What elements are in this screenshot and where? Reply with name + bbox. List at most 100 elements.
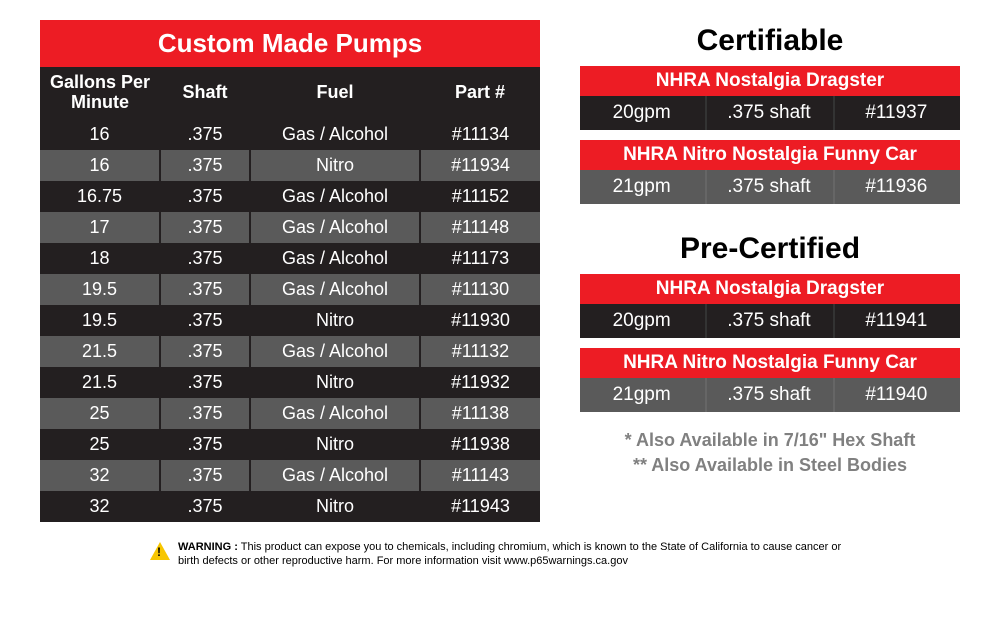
table-cell: .375 xyxy=(160,305,250,336)
table-cell: 16 xyxy=(40,150,160,181)
certifiable-section: Certifiable NHRA Nostalgia Dragster20gpm… xyxy=(580,24,960,204)
table-row: 16.375Nitro#11934 xyxy=(40,150,540,181)
spec-cell: 21gpm xyxy=(580,378,705,412)
spec-group-header: NHRA Nitro Nostalgia Funny Car xyxy=(580,348,960,378)
custom-pumps-table: Custom Made Pumps Gallons Per Minute Sha… xyxy=(40,20,540,522)
table-cell: Gas / Alcohol xyxy=(250,119,420,150)
precertified-section: Pre-Certified NHRA Nostalgia Dragster20g… xyxy=(580,232,960,412)
spec-group-header: NHRA Nitro Nostalgia Funny Car xyxy=(580,140,960,170)
spec-group: NHRA Nostalgia Dragster20gpm.375 shaft#1… xyxy=(580,274,960,338)
table-cell: Gas / Alcohol xyxy=(250,181,420,212)
table-row: 19.5.375Gas / Alcohol#11130 xyxy=(40,274,540,305)
table-cell: #11152 xyxy=(420,181,540,212)
table-cell: 21.5 xyxy=(40,367,160,398)
col-gpm: Gallons Per Minute xyxy=(40,67,160,119)
table-cell: .375 xyxy=(160,336,250,367)
spec-cell: #11940 xyxy=(833,378,960,412)
custom-pumps-header-row: Gallons Per Minute Shaft Fuel Part # xyxy=(40,67,540,119)
table-cell: 17 xyxy=(40,212,160,243)
table-cell: #11173 xyxy=(420,243,540,274)
note-steel-body: ** Also Available in Steel Bodies xyxy=(580,453,960,478)
table-row: 16.75.375Gas / Alcohol#11152 xyxy=(40,181,540,212)
availability-notes: * Also Available in 7/16" Hex Shaft ** A… xyxy=(580,428,960,478)
spec-row: 20gpm.375 shaft#11937 xyxy=(580,96,960,130)
table-row: 17.375Gas / Alcohol#11148 xyxy=(40,212,540,243)
table-cell: #11148 xyxy=(420,212,540,243)
table-cell: .375 xyxy=(160,398,250,429)
table-cell: #11138 xyxy=(420,398,540,429)
spec-group-header: NHRA Nostalgia Dragster xyxy=(580,274,960,304)
table-row: 25.375Nitro#11938 xyxy=(40,429,540,460)
col-shaft: Shaft xyxy=(160,67,250,119)
spec-cell: #11937 xyxy=(833,96,960,130)
table-cell: Gas / Alcohol xyxy=(250,243,420,274)
spec-cell: .375 shaft xyxy=(705,304,832,338)
table-cell: .375 xyxy=(160,429,250,460)
table-row: 25.375Gas / Alcohol#11138 xyxy=(40,398,540,429)
table-cell: 19.5 xyxy=(40,274,160,305)
table-cell: .375 xyxy=(160,150,250,181)
table-cell: .375 xyxy=(160,243,250,274)
table-cell: #11934 xyxy=(420,150,540,181)
warning-text: WARNING : This product can expose you to… xyxy=(178,540,850,569)
precertified-title: Pre-Certified xyxy=(580,232,960,266)
table-cell: 21.5 xyxy=(40,336,160,367)
spec-group: NHRA Nostalgia Dragster20gpm.375 shaft#1… xyxy=(580,66,960,130)
spec-row: 21gpm.375 shaft#11940 xyxy=(580,378,960,412)
certifiable-title: Certifiable xyxy=(580,24,960,58)
table-row: 16.375Gas / Alcohol#11134 xyxy=(40,119,540,150)
table-cell: .375 xyxy=(160,274,250,305)
table-cell: .375 xyxy=(160,212,250,243)
spec-group: NHRA Nitro Nostalgia Funny Car21gpm.375 … xyxy=(580,348,960,412)
spec-group: NHRA Nitro Nostalgia Funny Car21gpm.375 … xyxy=(580,140,960,204)
table-cell: 16 xyxy=(40,119,160,150)
table-cell: Gas / Alcohol xyxy=(250,460,420,491)
col-fuel: Fuel xyxy=(250,67,420,119)
table-cell: 25 xyxy=(40,398,160,429)
table-cell: 19.5 xyxy=(40,305,160,336)
table-row: 19.5.375Nitro#11930 xyxy=(40,305,540,336)
table-row: 21.5.375Nitro#11932 xyxy=(40,367,540,398)
table-cell: #11932 xyxy=(420,367,540,398)
warning-body: This product can expose you to chemicals… xyxy=(178,541,841,567)
table-cell: Nitro xyxy=(250,429,420,460)
spec-row: 21gpm.375 shaft#11936 xyxy=(580,170,960,204)
table-cell: 32 xyxy=(40,460,160,491)
custom-pumps-title: Custom Made Pumps xyxy=(40,20,540,67)
table-cell: .375 xyxy=(160,491,250,522)
spec-cell: #11941 xyxy=(833,304,960,338)
spec-cell: 20gpm xyxy=(580,96,705,130)
table-cell: .375 xyxy=(160,367,250,398)
table-cell: 25 xyxy=(40,429,160,460)
spec-cell: 21gpm xyxy=(580,170,705,204)
table-cell: #11134 xyxy=(420,119,540,150)
table-cell: #11943 xyxy=(420,491,540,522)
spec-group-header: NHRA Nostalgia Dragster xyxy=(580,66,960,96)
table-cell: .375 xyxy=(160,460,250,491)
table-cell: #11930 xyxy=(420,305,540,336)
table-row: 32.375Nitro#11943 xyxy=(40,491,540,522)
warning-icon xyxy=(150,542,170,560)
table-cell: #11143 xyxy=(420,460,540,491)
table-cell: .375 xyxy=(160,119,250,150)
col-part: Part # xyxy=(420,67,540,119)
table-row: 32.375Gas / Alcohol#11143 xyxy=(40,460,540,491)
spec-cell: .375 shaft xyxy=(705,170,832,204)
table-cell: .375 xyxy=(160,181,250,212)
warning-label: WARNING : xyxy=(178,541,238,553)
table-cell: Nitro xyxy=(250,491,420,522)
table-cell: Gas / Alcohol xyxy=(250,212,420,243)
table-cell: Gas / Alcohol xyxy=(250,274,420,305)
table-cell: 16.75 xyxy=(40,181,160,212)
note-hex-shaft: * Also Available in 7/16" Hex Shaft xyxy=(580,428,960,453)
spec-cell: 20gpm xyxy=(580,304,705,338)
table-cell: Gas / Alcohol xyxy=(250,336,420,367)
table-cell: #11132 xyxy=(420,336,540,367)
table-cell: 32 xyxy=(40,491,160,522)
spec-row: 20gpm.375 shaft#11941 xyxy=(580,304,960,338)
table-cell: Gas / Alcohol xyxy=(250,398,420,429)
prop65-warning: WARNING : This product can expose you to… xyxy=(150,540,850,569)
table-row: 21.5.375Gas / Alcohol#11132 xyxy=(40,336,540,367)
table-row: 18.375Gas / Alcohol#11173 xyxy=(40,243,540,274)
table-cell: Nitro xyxy=(250,305,420,336)
